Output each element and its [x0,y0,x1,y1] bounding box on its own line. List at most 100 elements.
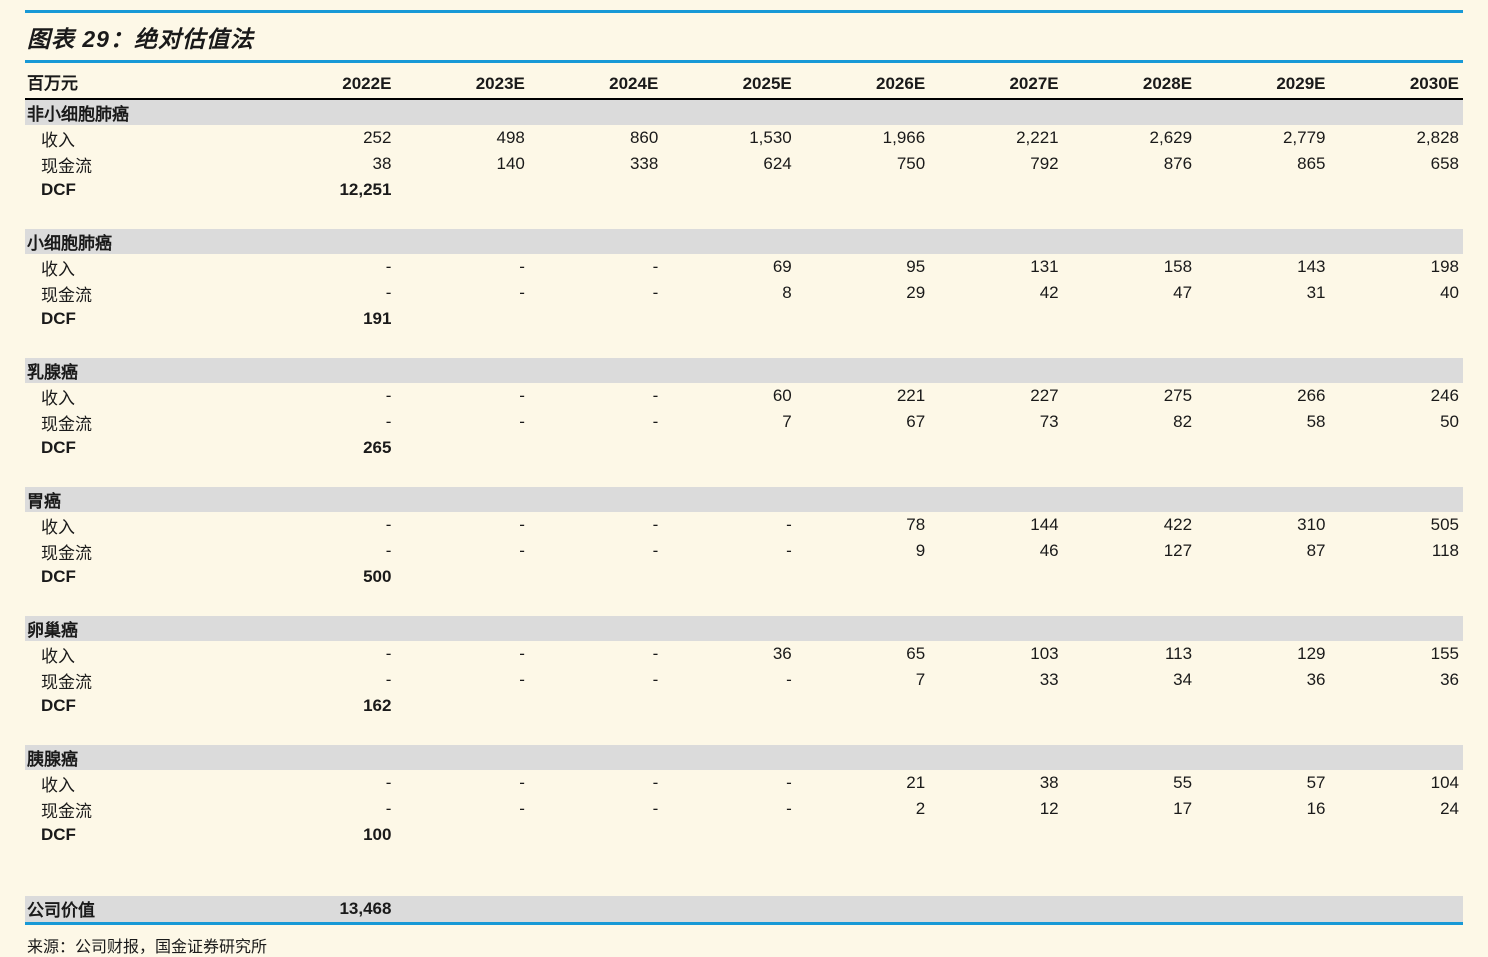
value-cell: - [652,670,659,689]
empty-cell [529,822,662,848]
row-label: 现金流 [41,543,92,563]
spacer-row [25,461,1463,487]
dcf-value: 100 [363,825,392,844]
value-cell: 55 [1173,773,1193,792]
row-label: 现金流 [41,156,92,176]
value-cell: - [786,670,792,689]
company-value-row: 公司价值 13,468 [25,896,1463,925]
value-cell: 310 [1297,515,1326,534]
top-accent-rule [25,10,1463,13]
empty-cell [1329,896,1463,925]
value-cell: - [385,644,392,663]
value-cell: - [385,386,392,405]
value-cell: 36 [1306,670,1326,689]
value-cell: - [519,541,525,560]
data-row: 现金流 38 140 338 624 750 792 876 865 658 [25,151,1463,177]
value-cell: 95 [906,257,926,276]
value-cell: - [519,386,525,405]
value-cell: 1,530 [749,128,792,147]
value-cell: 865 [1297,154,1326,173]
spacer-cell [25,203,1463,229]
year-header: 2028E [1062,69,1197,100]
value-cell: - [786,799,792,818]
empty-cell [1196,306,1329,332]
value-cell: 624 [763,154,792,173]
empty-cell [529,693,662,719]
spacer-cell [25,590,1463,616]
empty-cell [395,435,528,461]
empty-cell [1062,896,1197,925]
value-cell: 7 [782,412,792,431]
value-cell: - [519,412,525,431]
value-cell: 118 [1431,541,1459,560]
data-row: 现金流 - - - 8 29 42 47 31 40 [25,280,1463,306]
table-header-row: 百万元 2022E 2023E 2024E 2025E 2026E 2027E … [25,69,1463,100]
value-cell: 140 [496,154,525,173]
empty-cell [529,177,662,203]
row-label: DCF [41,438,76,457]
spacer-row [25,590,1463,616]
empty-cell [796,435,929,461]
empty-cell [528,896,663,925]
value-cell: 505 [1430,515,1459,534]
value-cell: - [652,515,659,534]
empty-cell [395,822,528,848]
empty-cell [796,177,929,203]
empty-cell [929,306,1062,332]
empty-cell [1196,177,1329,203]
value-cell: 38 [372,154,392,173]
value-cell: - [385,773,392,792]
dcf-row: DCF 162 [25,693,1463,719]
row-label: 收入 [41,388,75,408]
value-cell: 12 [1039,799,1059,818]
year-header: 2024E [528,69,663,100]
value-cell: 73 [1039,412,1059,431]
empty-cell [662,177,795,203]
dcf-row: DCF 191 [25,306,1463,332]
spacer-cell [25,848,1463,896]
value-cell: 21 [906,773,926,792]
value-cell: 198 [1430,257,1459,276]
data-row: 收入 - - - 69 95 131 158 143 198 [25,254,1463,280]
value-cell: 2 [915,799,926,818]
value-cell: 252 [363,128,392,147]
value-cell: 275 [1163,386,1193,405]
empty-cell [529,435,662,461]
section-header-row: 卵巢癌 [25,616,1463,641]
value-cell: - [652,799,659,818]
empty-cell [1196,822,1329,848]
value-cell: 17 [1173,799,1193,818]
value-cell: 113 [1164,644,1193,663]
empty-cell [662,306,795,332]
dcf-value: 162 [363,696,392,715]
figure-title: 图表 29：绝对估值法 [27,26,254,52]
value-cell: 58 [1306,412,1326,431]
value-cell: 65 [906,644,926,663]
value-cell: - [519,670,525,689]
value-cell: 2,221 [1016,128,1059,147]
data-row: 收入 - - - 60 221 227 275 266 246 [25,383,1463,409]
year-header: 2030E [1329,69,1463,100]
value-cell: 422 [1163,515,1193,534]
value-cell: 227 [1030,386,1059,405]
row-label: DCF [41,696,76,715]
value-cell: - [786,541,792,560]
dcf-value: 12,251 [339,180,392,199]
value-cell: 792 [1030,154,1059,173]
empty-cell [1063,435,1196,461]
value-cell: - [519,799,525,818]
value-cell: 860 [629,128,659,147]
spacer-row [25,719,1463,745]
value-cell: - [385,799,392,818]
value-cell: 82 [1173,412,1193,431]
value-cell: 498 [496,128,525,147]
section-title: 乳腺癌 [25,358,1463,383]
section-title: 卵巢癌 [25,616,1463,641]
section-header-row: 乳腺癌 [25,358,1463,383]
row-label: DCF [41,825,76,844]
value-cell: 67 [906,412,926,431]
data-row: 现金流 - - - - 9 46 127 87 118 [25,538,1463,564]
value-cell: 158 [1163,257,1193,276]
value-cell: 24 [1440,799,1459,818]
unit-label: 百万元 [25,69,262,100]
